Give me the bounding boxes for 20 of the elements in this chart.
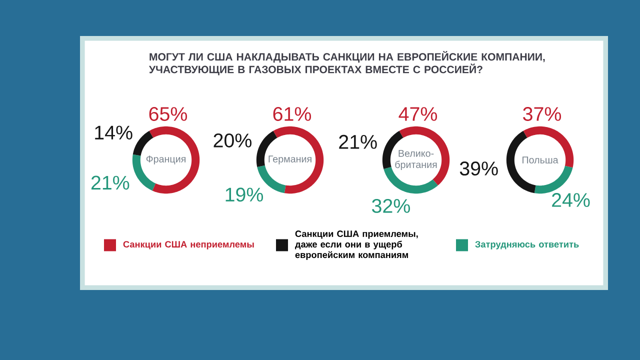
data-label: 39%	[460, 162, 498, 176]
data-label: 14%	[95, 126, 132, 140]
data-label: 24%	[552, 193, 590, 207]
data-label: 21%	[91, 176, 130, 190]
data-label: 20%	[214, 133, 252, 148]
text: МОГУТ ЛИ США НАКЛАДЫВАТЬ САНКЦИИ НА ЕВРОПЕЙСКИЕ КОМПАНИИ, УЧАСТВУЮЩИЕ В ГАЗОВЫХ ПРОЕКТАХ ВМЕСТЕ С РОССИЕЙ?	[148, 50, 545, 76]
legend-label: Затрудняюсь ответить	[475, 241, 579, 250]
data-label: 61%	[273, 107, 311, 121]
text: Германия	[268, 156, 312, 164]
data-label: 32%	[372, 198, 410, 213]
data-label: 47%	[398, 107, 437, 121]
text: Польша	[522, 156, 558, 164]
data-label: 21%	[339, 134, 377, 149]
data-label: 19%	[226, 188, 263, 202]
data-label: 37%	[523, 107, 561, 121]
legend-label: Санкции США неприемлемы	[123, 241, 254, 250]
text: Франция	[146, 156, 186, 164]
legend-label: Санкции США приемлемы, даже если они в ущерб европейским компаниям	[295, 230, 418, 260]
text: Велико-британия	[395, 150, 437, 170]
data-label: 65%	[149, 107, 187, 121]
